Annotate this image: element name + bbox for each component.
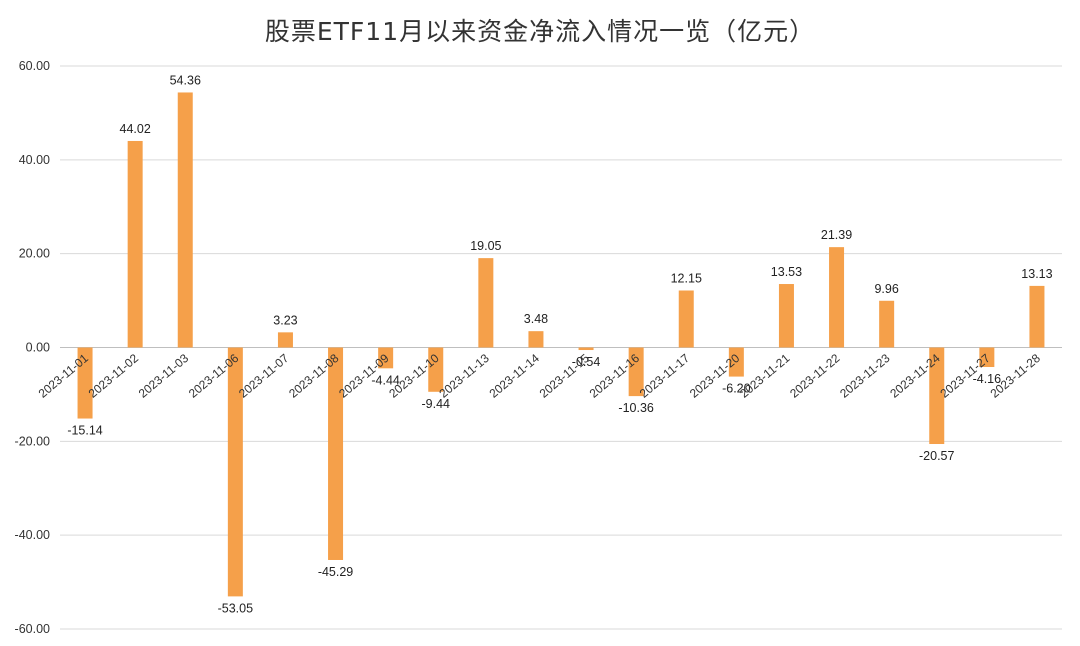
data-label: 21.39: [821, 228, 852, 242]
x-tick-label: 2023-11-07: [236, 351, 292, 401]
x-tick-label: 2023-11-02: [86, 351, 142, 401]
bar: [778, 284, 794, 348]
y-tick-label: 40.00: [19, 153, 50, 167]
bar: [578, 347, 594, 351]
bar: [478, 258, 494, 348]
data-label: -4.44: [371, 373, 400, 387]
x-tick-label: 2023-11-22: [787, 351, 843, 401]
data-label: 44.02: [120, 122, 151, 136]
x-tick-label: 2023-11-03: [136, 351, 192, 401]
data-label: -45.29: [318, 565, 353, 579]
data-label: -15.14: [67, 424, 102, 438]
data-label: -9.44: [422, 397, 451, 411]
bar: [428, 347, 444, 392]
data-label: -10.36: [618, 401, 653, 415]
bar: [1029, 285, 1045, 348]
y-tick-label: 20.00: [19, 247, 50, 261]
bar: [829, 247, 845, 348]
data-label: 9.96: [874, 282, 898, 296]
data-label: 3.23: [273, 313, 297, 327]
data-label: 13.13: [1021, 267, 1052, 281]
y-tick-label: 60.00: [19, 59, 50, 73]
bar: [177, 92, 193, 348]
bar: [628, 347, 644, 397]
bar: [728, 347, 744, 377]
data-label: 19.05: [470, 239, 501, 253]
data-label: 12.15: [671, 271, 702, 285]
data-label: 54.36: [170, 73, 201, 87]
data-label: -53.05: [218, 601, 253, 615]
bar: [227, 347, 243, 597]
bar: [277, 332, 293, 348]
bar: [979, 347, 995, 368]
bar: [378, 347, 394, 369]
data-label: -4.16: [973, 372, 1002, 386]
x-tick-label: 2023-11-23: [837, 351, 893, 401]
x-tick-label: 2023-11-15: [537, 351, 593, 401]
data-label: 3.48: [524, 312, 548, 326]
y-tick-label: -20.00: [15, 434, 50, 448]
data-label: -20.57: [919, 449, 954, 463]
bar: [328, 347, 344, 560]
y-tick-label: 0.00: [26, 341, 50, 355]
x-tick-label: 2023-11-14: [487, 351, 543, 401]
bar: [678, 290, 694, 348]
chart-title: 股票ETF11月以来资金净流入情况一览（亿元）: [264, 17, 816, 46]
bar: [127, 140, 143, 348]
bar: [929, 347, 945, 445]
bar: [879, 300, 895, 348]
data-label: -0.54: [572, 355, 601, 369]
x-tick-label: 2023-11-21: [737, 351, 793, 401]
x-tick-label: 2023-11-13: [436, 351, 492, 401]
bar: [77, 347, 93, 419]
data-label: 13.53: [771, 265, 802, 279]
y-tick-label: -60.00: [15, 622, 50, 636]
data-label: -6.20: [722, 382, 751, 396]
bar: [528, 331, 544, 348]
y-tick-label: -40.00: [15, 528, 50, 542]
x-tick-label: 2023-11-17: [637, 351, 693, 401]
